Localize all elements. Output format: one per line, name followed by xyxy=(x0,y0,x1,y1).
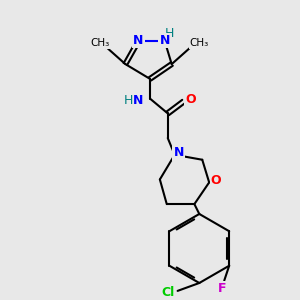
Text: CH₃: CH₃ xyxy=(190,38,209,48)
Text: N: N xyxy=(160,34,170,47)
Text: Cl: Cl xyxy=(161,286,174,299)
Text: N: N xyxy=(173,146,184,159)
Text: O: O xyxy=(211,174,221,187)
Text: CH₃: CH₃ xyxy=(90,38,109,48)
Text: H: H xyxy=(124,94,133,107)
Text: N: N xyxy=(133,34,143,47)
Text: F: F xyxy=(218,282,226,295)
Text: O: O xyxy=(185,93,196,106)
Text: N: N xyxy=(133,94,143,107)
Text: H: H xyxy=(165,27,174,40)
